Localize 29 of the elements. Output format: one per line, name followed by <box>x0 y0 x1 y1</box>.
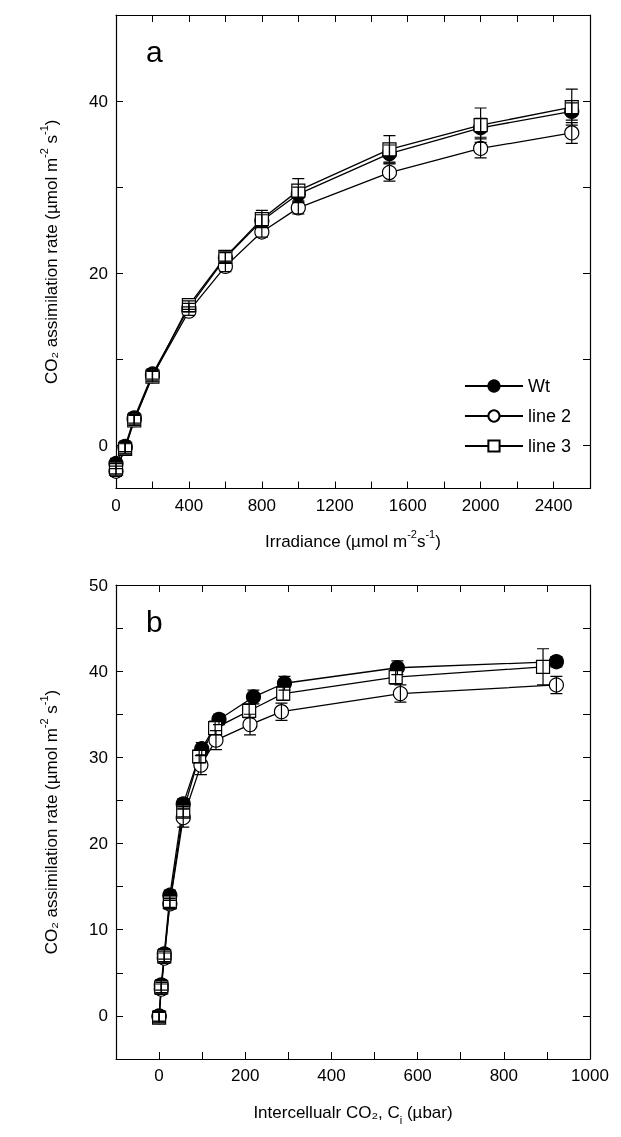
x-tick-label: 400 <box>317 1066 346 1085</box>
y-axis-title: CO₂ assimilation rate (µmol m-2 s-1) <box>37 119 61 385</box>
y-tick-label: 10 <box>89 920 108 940</box>
x-tick-label: 800 <box>247 495 277 515</box>
y-axis-title: CO₂ assimilation rate (µmol m-2 s-1) <box>37 689 61 955</box>
x-tick-label: 1200 <box>315 495 354 515</box>
y-tick-label: 0 <box>98 1006 108 1026</box>
y-tick-label: 30 <box>89 747 108 767</box>
x-tick-label: 600 <box>403 1066 432 1085</box>
x-tick-label: 400 <box>174 495 204 515</box>
text: a <box>146 34 163 68</box>
legend-label: Wt <box>527 376 550 396</box>
y-tick-label: 50 <box>89 575 108 595</box>
x-tick-label: 2000 <box>461 495 500 515</box>
legend-label: line 2 <box>527 406 571 426</box>
text: b <box>146 604 163 638</box>
legend-label: line 3 <box>527 436 571 456</box>
y-tick-label: 20 <box>89 834 108 854</box>
x-tick-label: 2400 <box>534 495 573 515</box>
x-tick-label: 1600 <box>388 495 427 515</box>
y-tick-label: 40 <box>89 91 108 111</box>
x-tick-label: 800 <box>489 1066 519 1085</box>
y-tick-label: 40 <box>89 661 108 681</box>
x-tick-label: 0 <box>154 1066 164 1085</box>
y-tick-label: 0 <box>98 435 108 455</box>
y-tick-label: 20 <box>89 263 108 283</box>
x-tick-label: 0 <box>111 495 121 515</box>
x-tick-label: 200 <box>231 1066 260 1085</box>
x-tick-label: 1000 <box>571 1066 609 1085</box>
